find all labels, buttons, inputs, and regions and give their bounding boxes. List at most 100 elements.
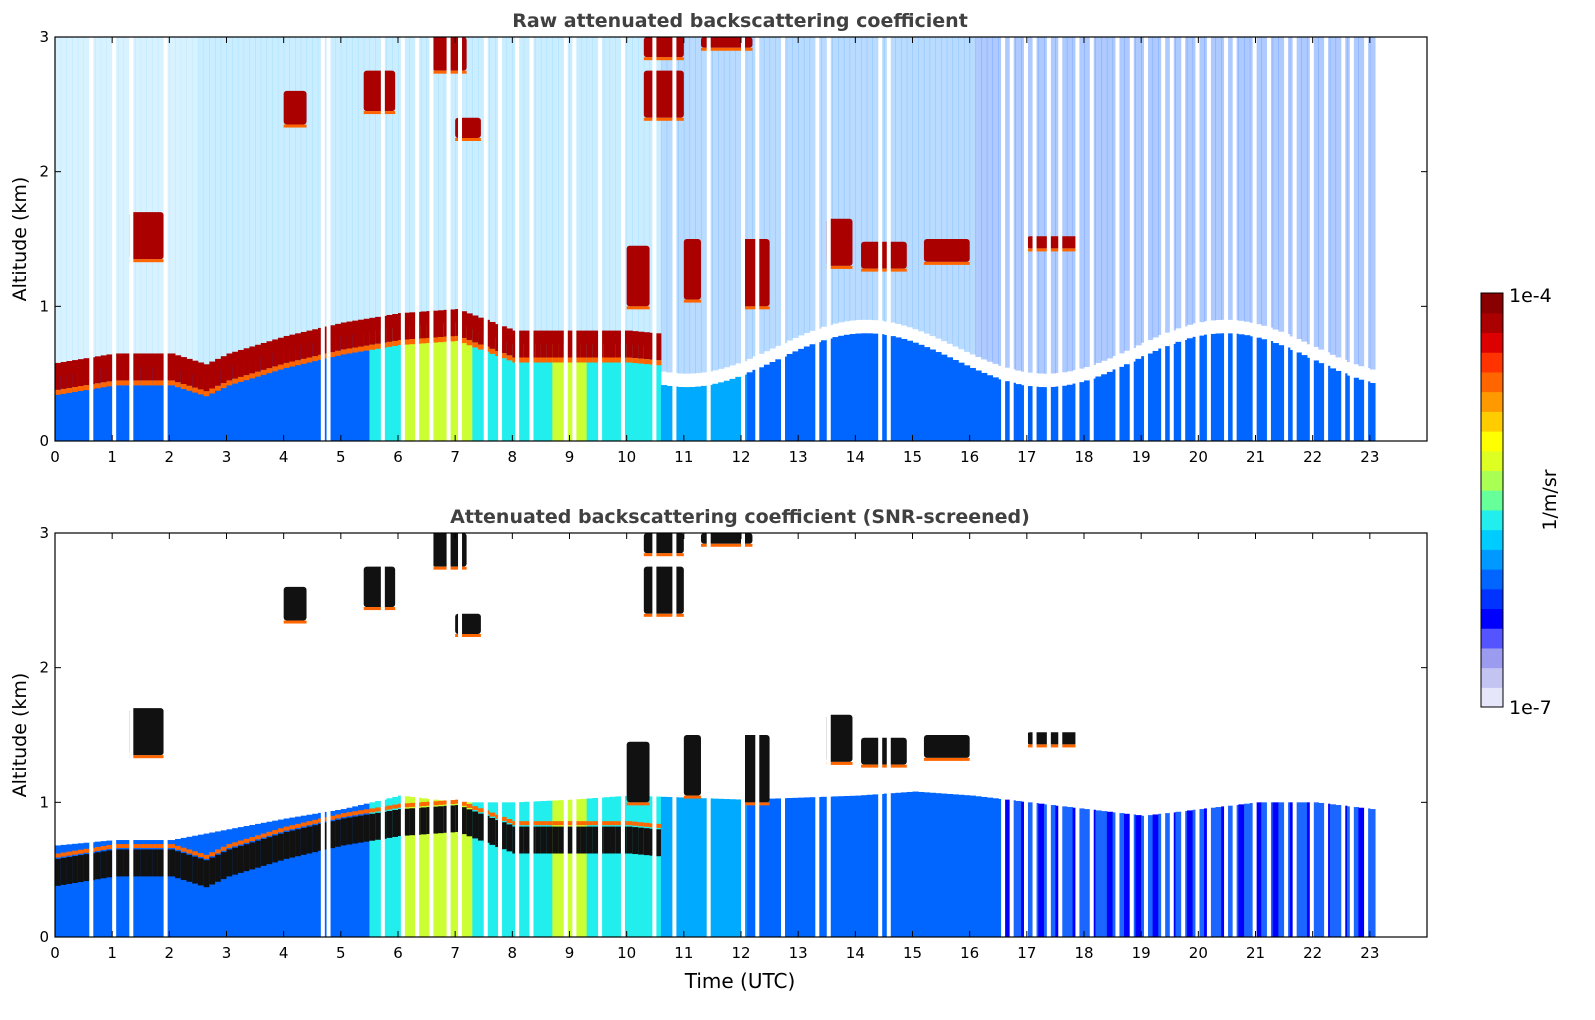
- saturated-layer-edge: [209, 852, 216, 857]
- saturated-layer-cell: [375, 812, 382, 840]
- data-gap: [878, 37, 883, 441]
- cloud-patch-edge: [741, 802, 770, 806]
- saturated-layer-edge: [306, 821, 313, 826]
- surface-layer-cell: [1135, 358, 1142, 441]
- screened-signal-cell: [272, 820, 279, 937]
- noise-cell: [146, 37, 153, 354]
- saturated-layer-cell: [277, 833, 285, 861]
- top-chart-title: Raw attenuated backscattering coefficien…: [512, 10, 968, 32]
- aerosol-layer-edge: [592, 357, 599, 363]
- saturated-layer-cell: [575, 826, 582, 854]
- saturated-layer-cell: [283, 831, 290, 859]
- data-gap: [1001, 533, 1006, 937]
- screened-signal-cell: [992, 798, 999, 937]
- noise-cell: [821, 37, 828, 327]
- data-gap: [886, 37, 891, 441]
- cloud-patch-edge: [861, 764, 907, 768]
- screened-signal-cell: [643, 796, 651, 937]
- screened-signal-cell: [1352, 807, 1359, 937]
- surface-layer-cell: [478, 331, 485, 441]
- surface-layer-cell: [952, 359, 959, 441]
- data-gap: [163, 533, 168, 937]
- cloud-patch-edge: [363, 111, 396, 115]
- y-tick-label: 1: [39, 793, 49, 811]
- aerosol-layer-edge: [346, 348, 353, 354]
- data-gap: [826, 37, 831, 441]
- data-gap: [1023, 37, 1028, 441]
- saturated-layer-edge: [232, 842, 239, 847]
- surface-layer-cell: [1061, 385, 1068, 441]
- surface-layer-cell: [123, 366, 130, 441]
- surface-layer-cell: [1278, 345, 1285, 441]
- surface-layer-cell: [1175, 341, 1182, 441]
- noise-cell: [489, 37, 496, 322]
- cloud-patch: [683, 239, 701, 300]
- noise-cell: [237, 37, 245, 350]
- saturated-layer-cell: [357, 815, 365, 843]
- screened-signal-cell: [1078, 808, 1085, 937]
- aerosol-layer-cell: [135, 353, 142, 381]
- aerosol-layer-cell: [283, 335, 290, 363]
- aerosol-layer-edge: [249, 373, 256, 379]
- screened-signal-cell: [558, 800, 565, 937]
- saturated-layer-cell: [203, 860, 210, 888]
- noise-cell: [1295, 37, 1302, 340]
- saturated-layer-cell: [615, 826, 622, 854]
- surface-layer-cell: [792, 351, 799, 441]
- noise-cell: [729, 37, 736, 366]
- noise-cell: [895, 37, 902, 324]
- data-gap: [1169, 37, 1174, 441]
- cloud-patch: [741, 735, 770, 803]
- aerosol-layer-cell: [192, 360, 199, 388]
- saturated-layer-edge: [72, 850, 79, 855]
- screened-signal-cell: [666, 797, 673, 937]
- screened-signal-cell: [849, 795, 856, 937]
- surface-layer-cell: [901, 338, 908, 441]
- noise-cell: [632, 37, 639, 332]
- surface-layer-cell: [803, 346, 811, 441]
- noise-cell: [792, 37, 799, 338]
- x-tick-label: 19: [1132, 944, 1151, 962]
- x-tick-label: 9: [565, 944, 575, 962]
- aerosol-layer-edge: [357, 346, 365, 352]
- aerosol-layer-edge: [135, 380, 142, 386]
- y-tick-label: 1: [39, 297, 49, 315]
- surface-layer-cell: [146, 366, 153, 441]
- surface-layer-cell: [941, 354, 948, 441]
- surface-layer-cell: [226, 366, 233, 441]
- screened-signal-cell: [586, 798, 593, 937]
- y-tick-label: 0: [39, 432, 49, 450]
- surface-layer-cell: [1209, 333, 1216, 441]
- screened-signal-cell: [655, 796, 662, 937]
- cloud-patch-edge: [626, 306, 650, 310]
- x-tick-label: 16: [960, 944, 979, 962]
- noise-cell: [660, 37, 668, 372]
- noise-cell: [958, 37, 965, 350]
- data-gap: [1009, 533, 1014, 937]
- surface-layer-cell: [929, 349, 936, 441]
- noise-cell: [843, 37, 851, 322]
- screened-signal-cell: [1175, 811, 1182, 937]
- x-tick-label: 11: [674, 448, 693, 466]
- saturated-layer-edge: [175, 845, 182, 850]
- saturated-layer-edge: [186, 849, 193, 854]
- screened-signal-cell: [689, 797, 696, 937]
- cloud-patch: [283, 90, 307, 125]
- saturated-layer-edge: [420, 802, 428, 807]
- screened-signal-cell: [1118, 813, 1125, 937]
- data-gap: [380, 37, 385, 441]
- saturated-layer-edge: [558, 821, 565, 826]
- surface-layer-cell: [746, 372, 753, 441]
- screened-signal-cell: [1124, 813, 1131, 937]
- surface-layer-cell: [255, 358, 262, 441]
- top-heatmap: [55, 37, 1427, 441]
- noise-cell: [666, 37, 673, 373]
- surface-layer-cell: [369, 331, 376, 441]
- surface-layer-cell: [849, 334, 856, 441]
- screened-signal-cell: [923, 792, 931, 937]
- aerosol-layer-cell: [403, 312, 410, 340]
- aerosol-layer-edge: [260, 369, 268, 375]
- screened-signal-cell: [1369, 809, 1377, 937]
- data-gap: [1046, 533, 1051, 937]
